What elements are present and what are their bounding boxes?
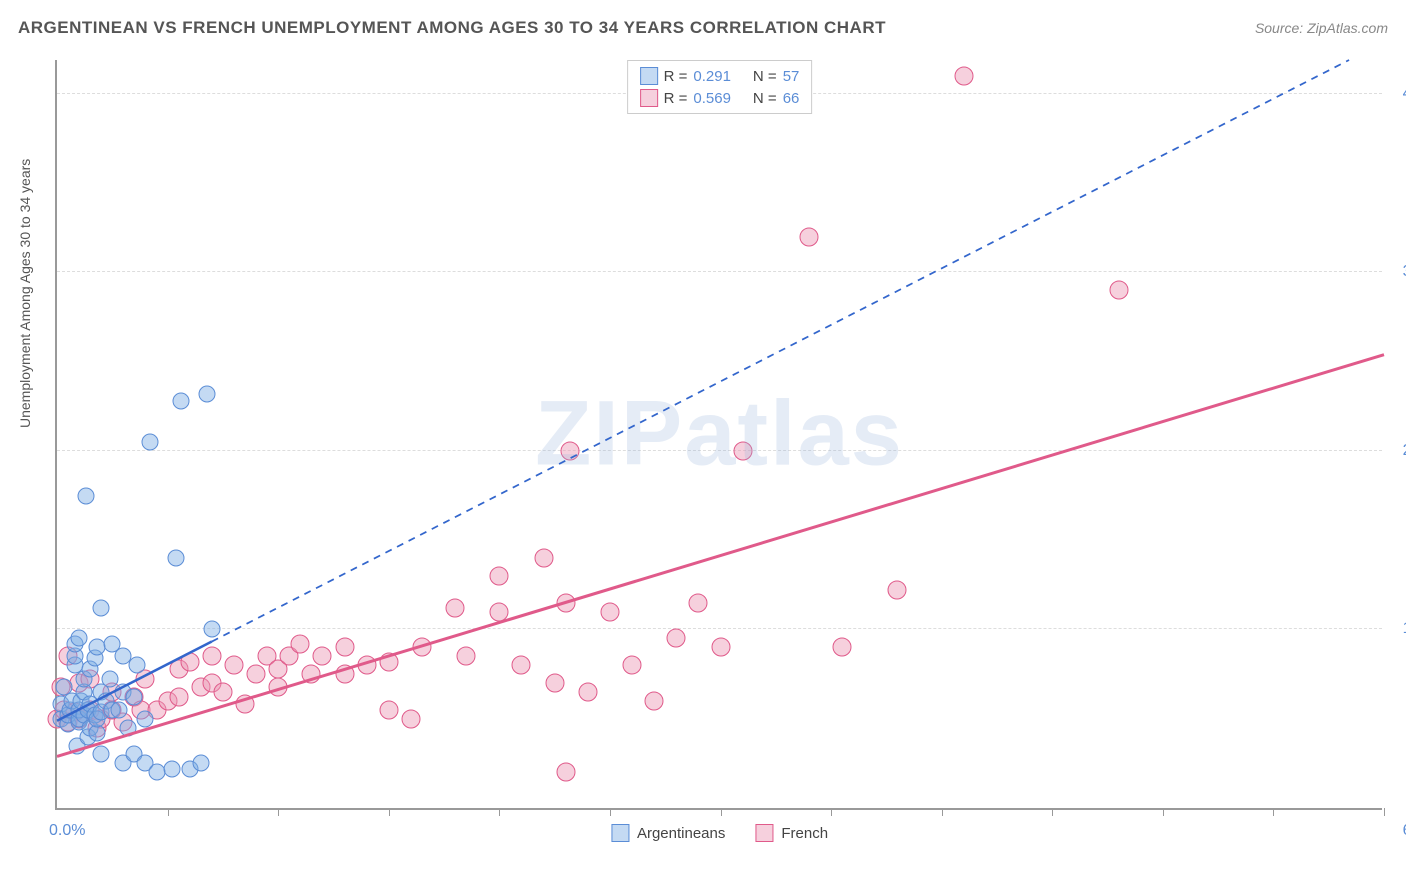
legend-series: Argentineans French — [611, 824, 828, 842]
x-tick — [942, 808, 943, 816]
legend-row-french: R = 0.569 N = 66 — [640, 87, 800, 109]
trend-line — [57, 642, 212, 721]
chart-title: ARGENTINEAN VS FRENCH UNEMPLOYMENT AMONG… — [18, 18, 886, 38]
legend-n-value: 66 — [783, 90, 800, 107]
y-axis-label: Unemployment Among Ages 30 to 34 years — [17, 159, 33, 428]
x-tick — [168, 808, 169, 816]
trend-line — [212, 60, 1349, 642]
x-tick — [499, 808, 500, 816]
x-tick — [610, 808, 611, 816]
legend-label: Argentineans — [637, 825, 725, 842]
x-axis-max-label: 60.0% — [1403, 822, 1406, 840]
x-tick — [1052, 808, 1053, 816]
title-bar: ARGENTINEAN VS FRENCH UNEMPLOYMENT AMONG… — [18, 18, 1388, 38]
source-attribution: Source: ZipAtlas.com — [1255, 20, 1388, 36]
legend-item-argentineans: Argentineans — [611, 824, 725, 842]
trend-lines-layer — [57, 60, 1382, 808]
legend-swatch-french — [640, 89, 658, 107]
x-tick — [1384, 808, 1385, 816]
trend-line — [57, 355, 1384, 757]
legend-n-label: N = — [753, 68, 777, 85]
source-prefix: Source: — [1255, 20, 1307, 36]
y-tick-label: 30.0% — [1403, 263, 1406, 281]
x-tick — [1163, 808, 1164, 816]
legend-row-argentineans: R = 0.291 N = 57 — [640, 65, 800, 87]
y-tick-label: 40.0% — [1403, 85, 1406, 103]
y-tick-label: 20.0% — [1403, 442, 1406, 460]
legend-item-french: French — [755, 824, 828, 842]
legend-r-value: 0.291 — [693, 68, 731, 85]
legend-r-label: R = — [664, 68, 688, 85]
x-tick — [831, 808, 832, 816]
plot-area: ZIPatlas R = 0.291 N = 57 R = 0.569 N = … — [55, 60, 1382, 810]
legend-r-label: R = — [664, 90, 688, 107]
x-axis-min-label: 0.0% — [49, 822, 85, 840]
y-tick-label: 10.0% — [1403, 620, 1406, 638]
x-tick — [278, 808, 279, 816]
legend-swatch-french — [755, 824, 773, 842]
x-tick — [389, 808, 390, 816]
x-tick — [1273, 808, 1274, 816]
legend-n-label: N = — [753, 90, 777, 107]
chart-container: ARGENTINEAN VS FRENCH UNEMPLOYMENT AMONG… — [0, 0, 1406, 892]
legend-r-value: 0.569 — [693, 90, 731, 107]
legend-swatch-argentineans — [611, 824, 629, 842]
legend-correlations: R = 0.291 N = 57 R = 0.569 N = 66 — [627, 60, 813, 114]
source-name: ZipAtlas.com — [1307, 20, 1388, 36]
legend-n-value: 57 — [783, 68, 800, 85]
x-tick — [721, 808, 722, 816]
legend-swatch-argentineans — [640, 67, 658, 85]
legend-label: French — [781, 825, 828, 842]
